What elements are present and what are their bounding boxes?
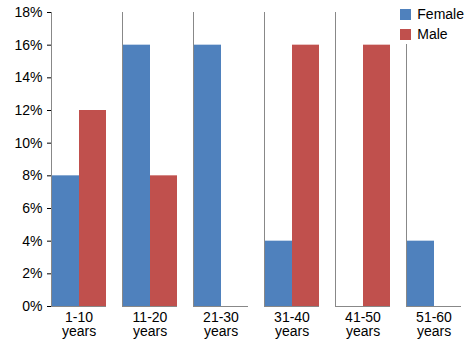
svg-text:18%: 18% bbox=[14, 4, 42, 20]
svg-text:10%: 10% bbox=[14, 135, 42, 151]
svg-text:11-20years: 11-20years bbox=[133, 309, 168, 339]
svg-text:51-60years: 51-60years bbox=[416, 309, 452, 339]
svg-text:8%: 8% bbox=[22, 167, 42, 183]
svg-text:12%: 12% bbox=[14, 102, 42, 118]
svg-text:16%: 16% bbox=[14, 37, 42, 53]
svg-text:4%: 4% bbox=[22, 233, 42, 249]
svg-text:0%: 0% bbox=[22, 298, 42, 314]
svg-text:41-50years: 41-50years bbox=[345, 309, 381, 339]
svg-text:6%: 6% bbox=[22, 200, 42, 216]
svg-text:2%: 2% bbox=[22, 265, 42, 281]
svg-text:21-30years: 21-30years bbox=[203, 309, 239, 339]
html-text:Female: Female bbox=[417, 6, 464, 22]
html-text:Male: Male bbox=[417, 26, 448, 42]
svg-text:31-40years: 31-40years bbox=[274, 309, 310, 339]
svg-text:14%: 14% bbox=[14, 69, 42, 85]
svg-text:1-10years: 1-10years bbox=[62, 309, 96, 339]
